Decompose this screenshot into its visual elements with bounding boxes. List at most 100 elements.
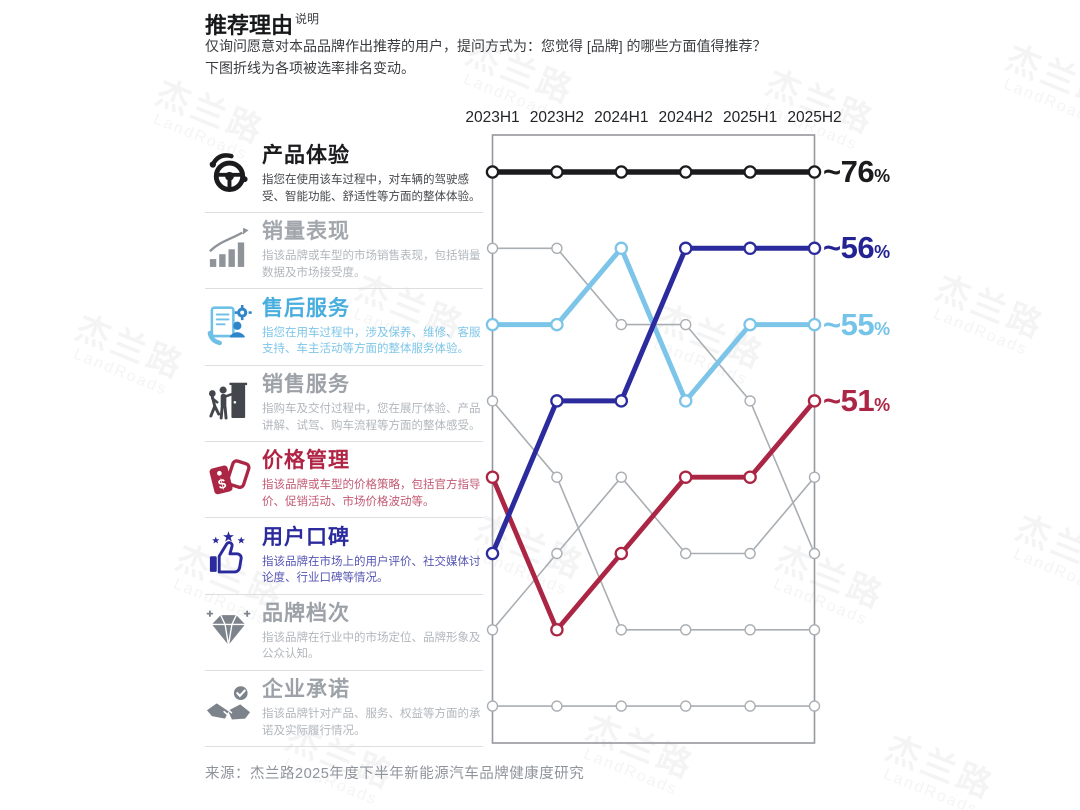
door-entry-icon [205, 377, 252, 424]
category-title: 企业承诺 [262, 677, 350, 701]
data-point [614, 241, 629, 256]
category-title: 用户口碑 [262, 525, 350, 549]
data-point [678, 241, 693, 256]
series-企业承诺 [486, 700, 821, 712]
end-value-number: ~56 [823, 230, 875, 266]
category-separator [205, 440, 483, 442]
brand-watermark: 杰兰路 LandRoads [930, 268, 1051, 359]
brand-watermark: 杰兰路 LandRoads [1010, 508, 1080, 599]
series-用户口碑 [485, 241, 822, 561]
end-value-label-价格管理: ~51% [823, 383, 890, 419]
data-point [679, 547, 692, 560]
category-description: 指您在使用该车过程中，对车辆的驾驶感受、智能功能、舒适性等方面的整体体验。 [262, 173, 481, 203]
data-point [743, 241, 757, 256]
end-value-label-产品体验: ~76% [823, 154, 890, 190]
data-point [743, 317, 757, 332]
data-point [744, 700, 756, 712]
data-point [551, 471, 563, 483]
svg-text:$: $ [217, 476, 228, 492]
data-point [808, 700, 821, 712]
data-point [485, 317, 500, 332]
series-line [490, 398, 817, 633]
column-label-2024H1: 2024H1 [594, 109, 649, 126]
category-item-3: 售后服务指您在用车过程中，涉及保养、维修、客服支持、车主活动等方面的整体服务体验… [205, 291, 488, 357]
data-point [679, 318, 692, 331]
steering-wheel-icon [205, 149, 252, 196]
data-point [550, 165, 564, 179]
data-point [615, 318, 628, 331]
price-tag-icon: $ [205, 454, 252, 501]
category-title: 销量表现 [262, 220, 350, 244]
data-point [486, 700, 499, 712]
page-title-note: 说明 [295, 12, 320, 26]
data-point [486, 395, 499, 407]
data-point [678, 394, 693, 408]
category-separator [205, 517, 483, 519]
source-note: 来源：杰兰路2025年度下半年新能源汽车品牌健康度研究 [205, 766, 585, 782]
category-separator [205, 288, 483, 290]
series-产品体验 [485, 165, 822, 179]
percent-sign: % [874, 394, 890, 415]
chart-frame [491, 134, 816, 744]
percent-sign: % [874, 242, 890, 263]
category-item-1: 产品体验指您在使用该车过程中，对车辆的驾驶感受、智能功能、舒适性等方面的整体体验… [205, 139, 488, 205]
category-separator [205, 593, 483, 595]
end-value-number: ~51 [823, 382, 875, 418]
data-point [807, 394, 822, 408]
data-point [486, 624, 499, 636]
page-subtitle-line2: 下图折线为各项被选率排名变动。 [205, 60, 415, 76]
category-title: 品牌档次 [262, 601, 350, 625]
data-point [678, 470, 693, 484]
category-separator [205, 669, 483, 671]
data-point [550, 317, 564, 332]
data-point [743, 470, 757, 484]
category-item-6: 用户口碑 指该品牌在市场上的用户评价、社交媒体讨论度、行业口碑等情况。 [205, 520, 488, 586]
page-subtitle-line1: 仅询问愿意对本品品牌作出推荐的用户，提问方式为：您觉得 [品牌] 的哪些方面值得… [205, 38, 767, 54]
category-description: 指您在用车过程中，涉及保养、维修、客服支持、车主活动等方面的整体服务体验。 [262, 326, 481, 356]
data-point [485, 470, 500, 484]
data-point [486, 242, 499, 255]
data-point [808, 471, 821, 483]
data-point [807, 165, 822, 179]
percent-sign: % [874, 166, 890, 186]
series-销量表现 [486, 242, 821, 560]
brand-watermark: 杰兰路 LandRoads [880, 728, 1001, 810]
data-point [679, 700, 692, 712]
sales-bar-chart-icon [205, 225, 252, 272]
data-point [485, 546, 500, 561]
end-value-label-售后服务: ~55% [823, 307, 890, 343]
data-point [807, 241, 822, 256]
data-point [551, 700, 563, 712]
column-label-2023H2: 2023H2 [529, 109, 585, 126]
category-title: 产品体验 [262, 143, 350, 167]
category-separator [205, 364, 483, 366]
data-point [615, 624, 628, 636]
category-title: 售后服务 [262, 296, 350, 320]
end-value-number: ~76 [823, 154, 875, 189]
series-line [491, 476, 816, 631]
series-line [491, 247, 816, 555]
data-point [808, 624, 821, 636]
data-point [744, 547, 756, 560]
data-point [744, 395, 756, 407]
percent-sign: % [874, 318, 890, 339]
category-title: 销售服务 [262, 372, 350, 396]
column-label-2024H2: 2024H2 [658, 109, 713, 126]
data-point [678, 165, 693, 179]
data-point [614, 165, 629, 179]
brand-watermark: 杰兰路 LandRoads [1000, 38, 1080, 129]
data-point [808, 547, 821, 560]
category-description: 指该品牌针对产品、服务、权益等方面的承诺及实际履行情况。 [262, 707, 481, 737]
data-point [551, 547, 563, 560]
category-description: 指该品牌或车型的市场销售表现，包括销量数据及市场接受度。 [262, 250, 481, 279]
category-description: 指该品牌在行业中的市场定位、品牌形象及公众认知。 [262, 631, 481, 661]
page-header: 推荐理由 说明 [205, 8, 319, 40]
category-description: 指该品牌或车型的价格策略，包括官方指导价、促销活动、市场价格波动等。 [262, 479, 481, 508]
data-point [550, 623, 564, 637]
page-title: 推荐理由 [205, 13, 294, 38]
column-label-2023H1: 2023H1 [465, 109, 520, 126]
category-item-4: 销售服务 指购车及交付过程中，您在展厅体验、产品讲解、试驾、购车流程等方面的整体感… [205, 368, 488, 434]
category-title: 价格管理 [262, 449, 350, 473]
series-价格管理 [485, 394, 822, 637]
